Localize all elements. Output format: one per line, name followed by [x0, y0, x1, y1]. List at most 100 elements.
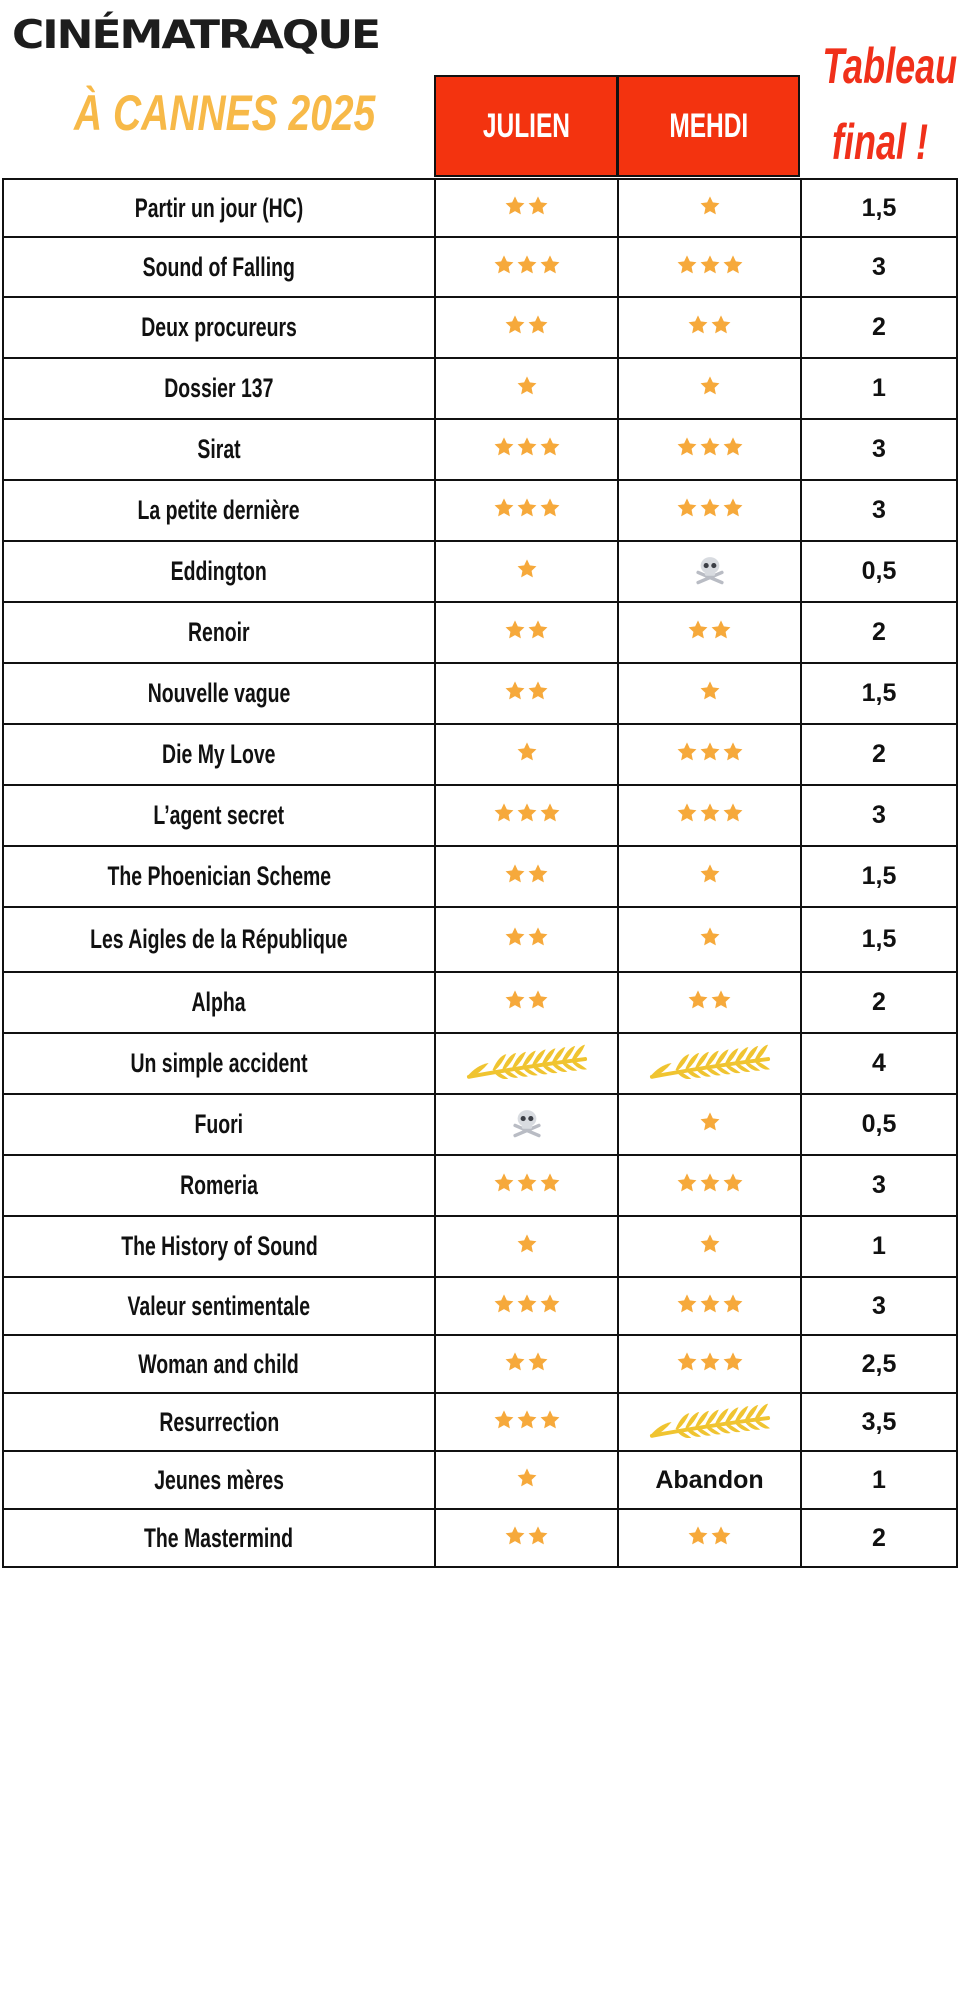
star-icon: [493, 254, 515, 281]
mehdi-rating-text: Abandon: [655, 1465, 764, 1494]
star-icon: [516, 375, 538, 402]
final-score-cell: 3: [800, 420, 958, 479]
final-score: 0,5: [861, 1110, 897, 1138]
film-cell: Jeunes mères: [2, 1452, 434, 1508]
mehdi-rating-stars: [676, 1293, 744, 1320]
julien-rating-stars: [504, 863, 549, 890]
mehdi-rating-stars: [687, 989, 732, 1016]
final-score-cell: 1,5: [800, 180, 958, 236]
logo: CINÉMATRAQUE: [12, 12, 381, 58]
film-cell: Sirat: [2, 420, 434, 479]
star-icon: [516, 497, 538, 524]
mehdi-rating-cell: [617, 1095, 800, 1154]
palme-dor-icon: [463, 1037, 591, 1090]
julien-rating-stars: [516, 1467, 538, 1494]
star-icon: [516, 1233, 538, 1260]
film-title: The Mastermind: [144, 1522, 294, 1553]
table-row: Partir un jour (HC) 1,5: [2, 180, 958, 238]
table-row: La petite dernière 3: [2, 481, 958, 542]
star-icon: [516, 1467, 538, 1494]
final-score-cell: 1: [800, 359, 958, 418]
mehdi-rating-cell: [617, 1394, 800, 1450]
star-icon: [539, 1172, 561, 1199]
julien-rating-stars: [493, 436, 561, 463]
palme-dor-icon: [646, 1396, 774, 1449]
julien-rating-stars: [504, 195, 549, 222]
column-header-mehdi-label: MEHDI: [669, 106, 748, 145]
star-icon: [699, 863, 721, 890]
film-title: Deux procureurs: [141, 312, 297, 342]
julien-rating-cell: [434, 1452, 617, 1508]
column-header-julien: JULIEN: [434, 75, 618, 177]
star-icon: [699, 1293, 721, 1320]
julien-rating-stars: [504, 989, 549, 1016]
film-cell: Romeria: [2, 1156, 434, 1215]
film-title: Fuori: [194, 1109, 244, 1139]
mehdi-rating-stars: [687, 1525, 732, 1552]
film-title: L’agent secret: [153, 800, 285, 830]
star-icon: [699, 436, 721, 463]
mehdi-rating-stars: [676, 1351, 744, 1378]
star-icon: [539, 1409, 561, 1436]
final-score: 1,5: [861, 193, 897, 222]
mehdi-rating-cell: [617, 973, 800, 1032]
final-score: 4: [872, 1049, 886, 1077]
star-icon: [504, 1525, 526, 1552]
mehdi-rating-cell: [617, 1217, 800, 1276]
film-cell: The History of Sound: [2, 1217, 434, 1276]
star-icon: [493, 802, 515, 829]
film-title: Jeunes mères: [154, 1464, 284, 1495]
julien-rating-cell: [434, 1217, 617, 1276]
table-row: Resurrection 3,5: [2, 1394, 958, 1452]
final-score: 1,5: [861, 679, 897, 707]
film-title: La petite dernière: [137, 495, 301, 525]
film-title: Sound of Falling: [142, 251, 296, 282]
star-icon: [527, 1351, 549, 1378]
film-cell: The Phoenician Scheme: [2, 847, 434, 906]
mehdi-rating-stars: [699, 1233, 721, 1260]
final-score-cell: 1: [800, 1452, 958, 1508]
mehdi-rating-stars: [699, 195, 721, 222]
final-score: 3: [872, 252, 886, 281]
table-row: Sirat 3: [2, 420, 958, 481]
table-row: The Mastermind 2: [2, 1510, 958, 1568]
film-cell: Woman and child: [2, 1336, 434, 1392]
ratings-table: Partir un jour (HC) 1,5 Sound of Falling 3 D…: [2, 178, 958, 1568]
final-score: 2,5: [861, 1349, 897, 1378]
star-icon: [516, 802, 538, 829]
table-row: Woman and child 2,5: [2, 1336, 958, 1394]
star-icon: [493, 1409, 515, 1436]
film-cell: Partir un jour (HC): [2, 180, 434, 236]
star-icon: [527, 195, 549, 222]
mehdi-rating-stars: [699, 680, 721, 707]
mehdi-rating-cell: [617, 908, 800, 971]
mehdi-rating-cell: [617, 725, 800, 784]
final-score-cell: 1: [800, 1217, 958, 1276]
star-icon: [504, 989, 526, 1016]
star-icon: [539, 497, 561, 524]
julien-rating-stars: [493, 1172, 561, 1199]
julien-rating-cell: [434, 1394, 617, 1450]
star-icon: [527, 619, 549, 646]
film-cell: Sound of Falling: [2, 238, 434, 296]
film-cell: Eddington: [2, 542, 434, 601]
film-cell: Valeur sentimentale: [2, 1278, 434, 1334]
star-icon: [687, 989, 709, 1016]
star-icon: [676, 1172, 698, 1199]
star-icon: [516, 254, 538, 281]
julien-rating-stars: [516, 375, 538, 402]
star-icon: [676, 741, 698, 768]
julien-rating-cell: [434, 786, 617, 845]
film-title: Les Aigles de la République: [90, 924, 348, 954]
star-icon: [504, 1351, 526, 1378]
final-score-cell: 2: [800, 1510, 958, 1566]
julien-rating-stars: [493, 254, 561, 281]
final-score: 2: [872, 618, 886, 646]
final-score-cell: 0,5: [800, 1095, 958, 1154]
final-score: 3: [872, 496, 886, 524]
julien-rating-cell: [434, 1278, 617, 1334]
final-score: 3: [872, 1291, 886, 1320]
final-score: 0,5: [861, 557, 897, 585]
final-score-cell: 3: [800, 481, 958, 540]
mehdi-rating-cell: [617, 359, 800, 418]
